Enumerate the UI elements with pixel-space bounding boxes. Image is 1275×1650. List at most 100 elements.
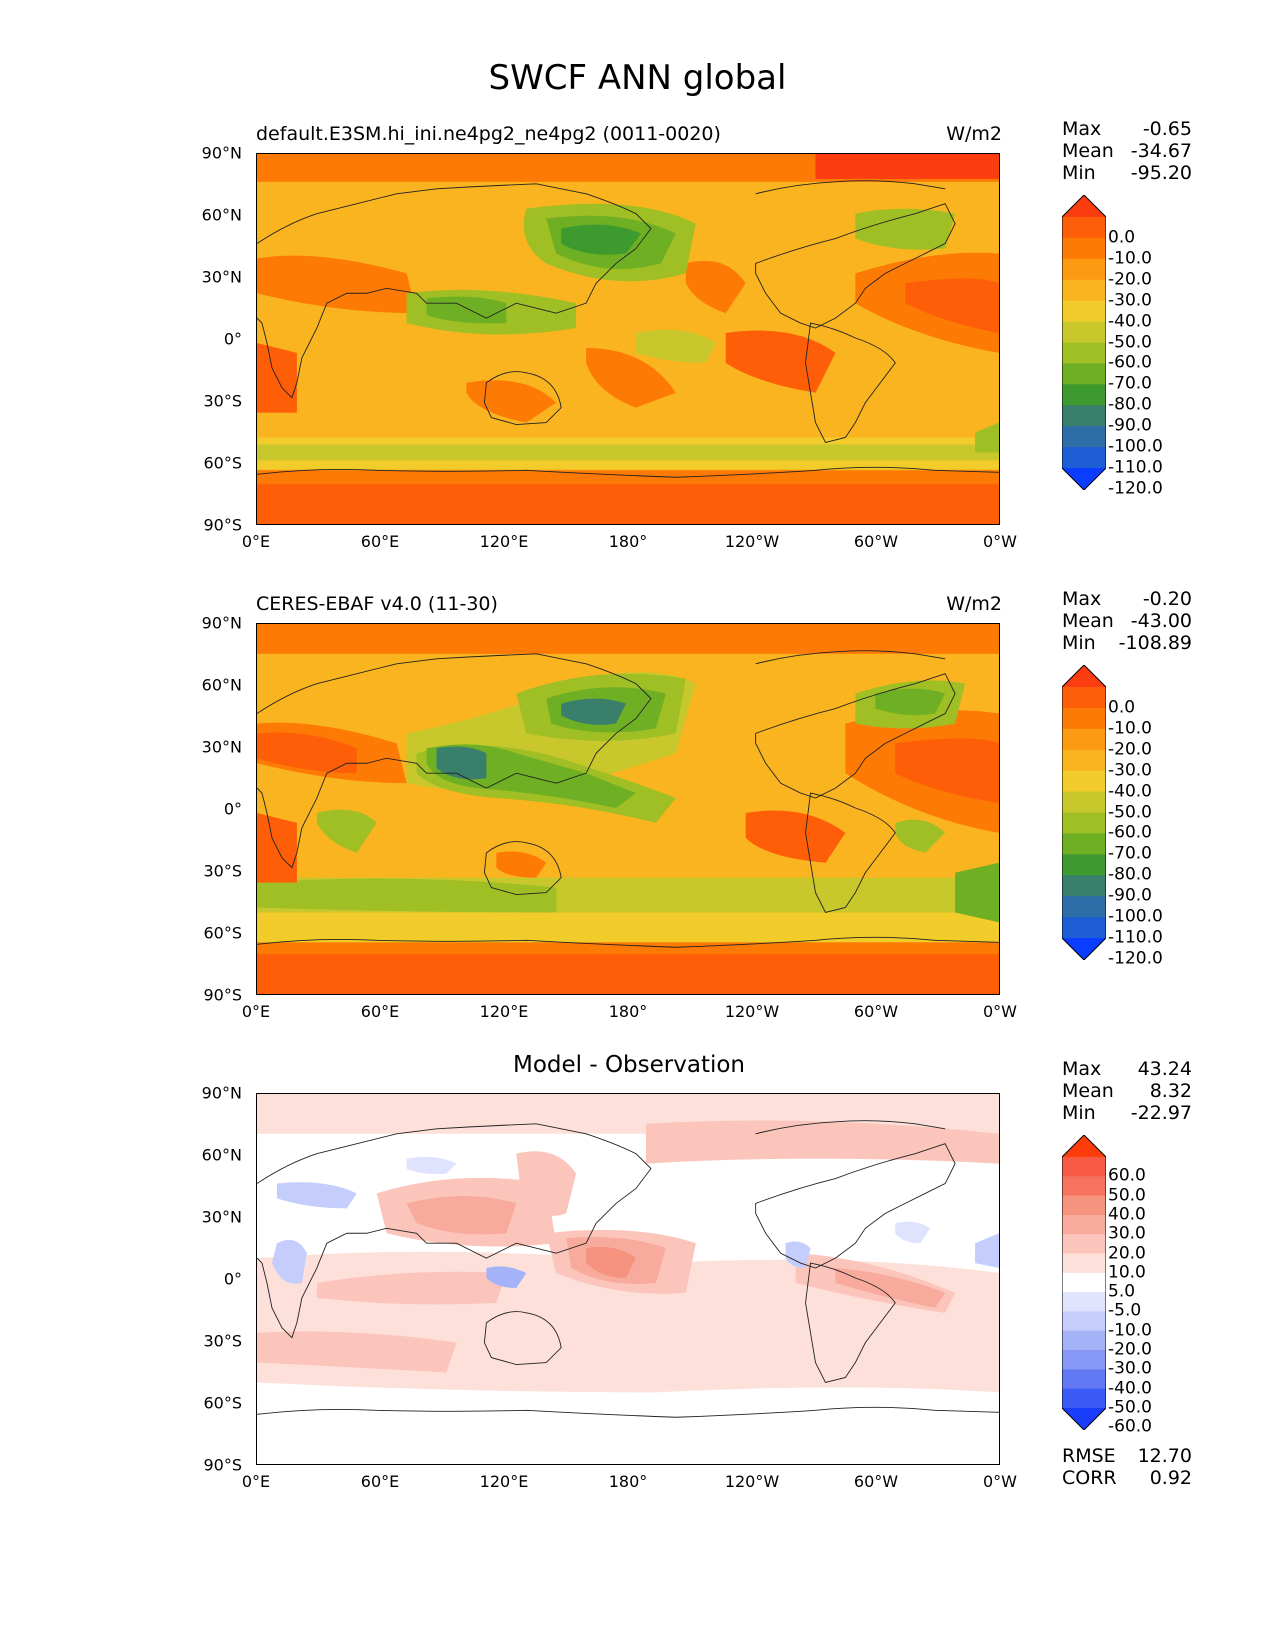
- corr-label: CORR: [1062, 1467, 1117, 1489]
- colorbar-segment: [1062, 749, 1106, 772]
- map-model: [256, 153, 1000, 525]
- colorbar-tick-label: -80.0: [1108, 394, 1152, 415]
- colorbar-segment: [1062, 342, 1106, 364]
- figure-title: SWCF ANN global: [488, 58, 787, 98]
- colorbar-segment: [1062, 1369, 1106, 1390]
- colorbar-tick-label: 60.0: [1108, 1165, 1146, 1186]
- colorbar-segment: [1062, 728, 1106, 751]
- colorbar-segment: [1062, 875, 1106, 897]
- lon-tick-label: 120°E: [479, 1002, 529, 1021]
- lon-tick-label: 0°W: [983, 1472, 1017, 1491]
- lat-tick-label: 90°N: [201, 1083, 242, 1103]
- colorbar-segment: [1062, 321, 1106, 343]
- lat-tick-label: 30°S: [203, 1331, 242, 1351]
- colorbar-tick-label: -40.0: [1108, 311, 1152, 332]
- colorbar-tick-label: -5.0: [1108, 1300, 1142, 1321]
- colorbar-tick-label: -70.0: [1108, 843, 1152, 864]
- colorbar-segment: [1062, 1253, 1106, 1274]
- colorbar-tick-label: -30.0: [1108, 1358, 1152, 1379]
- colorbar-tick-label: -60.0: [1108, 352, 1152, 373]
- colorbar-extend-min: [1062, 468, 1106, 490]
- lon-tick-label: 120°W: [724, 1472, 780, 1491]
- colorbar-tick-label: -30.0: [1108, 290, 1152, 311]
- lat-tick-label: 60°S: [203, 1393, 242, 1413]
- lon-tick-label: 60°E: [360, 1472, 400, 1491]
- colorbar-tick-label: -50.0: [1108, 332, 1152, 352]
- colorbar-segment: [1062, 770, 1106, 793]
- colorbar-segment: [1062, 1311, 1106, 1332]
- colorbar-extend-min: [1062, 1408, 1106, 1430]
- colorbar-segment: [1062, 405, 1106, 427]
- colorbar-tick-label: -20.0: [1108, 739, 1152, 760]
- panel-title: Model - Observation: [512, 1052, 746, 1078]
- colorbar: [1062, 665, 1106, 960]
- lon-tick-label: 0°E: [241, 1002, 271, 1021]
- lon-tick-label: 0°E: [241, 1472, 271, 1491]
- lon-tick-label: 0°W: [983, 532, 1017, 551]
- lat-tick-label: 90°N: [201, 143, 242, 163]
- colorbar-tick-label: 30.0: [1108, 1223, 1146, 1244]
- stat-max-label: Max: [1062, 118, 1102, 140]
- colorbar-tick-label: -10.0: [1108, 1320, 1152, 1341]
- stat-min-label: Min: [1062, 1102, 1096, 1124]
- colorbar-tick-label: -80.0: [1108, 864, 1152, 885]
- colorbar-tick-label: -110.0: [1108, 457, 1163, 478]
- colorbar-tick-label: -50.0: [1108, 802, 1152, 822]
- panel-model: default.E3SM.hi_ini.ne4pg2_ne4pg2 (0011-…: [0, 0, 1275, 551]
- lat-tick-label: 30°S: [203, 861, 242, 881]
- lat-tick-label: 90°N: [201, 613, 242, 633]
- lon-tick-label: 120°W: [724, 532, 780, 551]
- panel-title: default.E3SM.hi_ini.ne4pg2_ne4pg2 (0011-…: [256, 123, 721, 145]
- stat-max-value: 43.24: [1137, 1058, 1192, 1080]
- panel-title: CERES-EBAF v4.0 (11-30): [256, 593, 498, 615]
- colorbar-segment: [1062, 426, 1106, 448]
- lon-tick-label: 0°W: [983, 1002, 1017, 1021]
- colorbar-segment: [1062, 1272, 1106, 1293]
- colorbar-tick-label: -40.0: [1108, 1378, 1152, 1399]
- lon-tick-label: 120°W: [724, 1002, 780, 1021]
- colorbar-segment: [1062, 833, 1106, 855]
- colorbar-tick-label: 20.0: [1108, 1243, 1146, 1264]
- colorbar-segment: [1062, 217, 1106, 239]
- colorbar-tick-label: -60.0: [1108, 1416, 1152, 1437]
- lat-tick-label: 30°S: [203, 391, 242, 411]
- colorbar-tick-label: 0.0: [1108, 227, 1136, 248]
- rmse-label: RMSE: [1062, 1445, 1116, 1467]
- stat-mean-value: -43.00: [1130, 610, 1192, 632]
- stat-max-label: Max: [1062, 588, 1102, 610]
- colorbar-tick-label: -20.0: [1108, 269, 1152, 290]
- panel-units: W/m2: [946, 123, 1002, 145]
- lat-tick-label: 60°S: [203, 923, 242, 943]
- colorbar-tick-label: -60.0: [1108, 822, 1152, 843]
- colorbar-tick-label: -100.0: [1108, 906, 1163, 927]
- colorbar-tick-label: -10.0: [1108, 718, 1152, 739]
- colorbar-segment: [1062, 791, 1106, 813]
- colorbar-tick-label: 10.0: [1108, 1262, 1146, 1283]
- lon-tick-label: 180°: [608, 1472, 648, 1491]
- colorbar-tick-label: -110.0: [1108, 927, 1163, 948]
- colorbar-segment: [1062, 896, 1106, 918]
- lat-tick-label: 90°S: [203, 515, 242, 535]
- colorbar-tick-label: -30.0: [1108, 760, 1152, 781]
- corr-value: 0.92: [1149, 1467, 1192, 1489]
- colorbar-segment: [1062, 707, 1106, 730]
- colorbar-extend-max: [1062, 195, 1106, 217]
- colorbar-segment: [1062, 1157, 1106, 1177]
- stat-mean-label: Mean: [1062, 610, 1114, 632]
- stat-min-value: -108.89: [1118, 632, 1192, 654]
- colorbar-segment: [1062, 1330, 1106, 1351]
- lat-tick-label: 60°N: [201, 205, 242, 225]
- colorbar-tick-label: -20.0: [1108, 1339, 1152, 1360]
- colorbar: [1062, 1135, 1106, 1430]
- colorbar-tick-label: 40.0: [1108, 1204, 1146, 1225]
- colorbar-tick-label: 0.0: [1108, 697, 1136, 718]
- lon-tick-label: 60°W: [853, 1472, 899, 1491]
- lon-tick-label: 0°E: [241, 532, 271, 551]
- colorbar-segment: [1062, 279, 1106, 302]
- colorbar-tick-label: -100.0: [1108, 436, 1163, 457]
- lon-tick-label: 60°E: [360, 1002, 400, 1021]
- colorbar-segment: [1062, 917, 1106, 939]
- colorbar-segment: [1062, 1176, 1106, 1197]
- colorbar-extend-max: [1062, 665, 1106, 687]
- stat-mean-value: 8.32: [1149, 1080, 1192, 1102]
